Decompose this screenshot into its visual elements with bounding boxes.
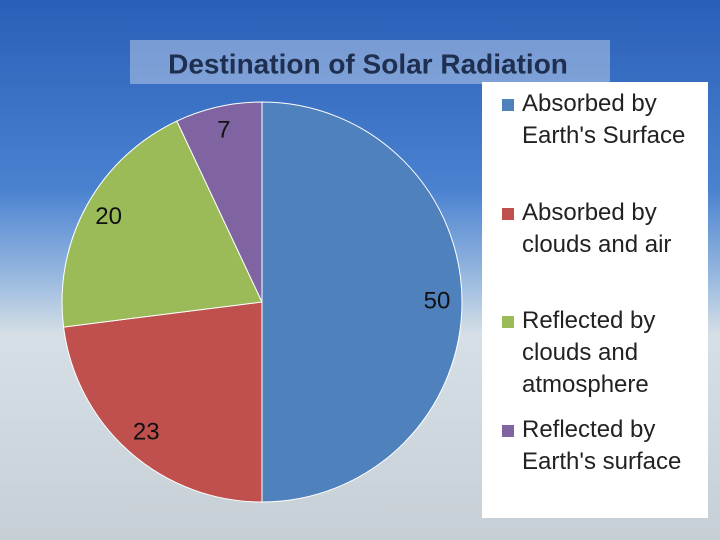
data-label: 7 bbox=[217, 117, 230, 144]
pie-slice bbox=[63, 301, 263, 503]
legend-label: Absorbed by clouds and air bbox=[522, 199, 672, 258]
data-label: 20 bbox=[95, 203, 122, 230]
legend-area bbox=[482, 82, 708, 518]
legend-label: Reflected by Earth's surface bbox=[522, 416, 682, 475]
pie-slice bbox=[176, 101, 263, 303]
data-label: 50 bbox=[424, 287, 451, 314]
pie-slice bbox=[261, 101, 463, 503]
chart-title: Destination of Solar Radiation bbox=[168, 48, 568, 79]
legend-label: Reflected by clouds and atmosphere bbox=[522, 307, 656, 398]
legend-swatch bbox=[502, 208, 514, 220]
legend-label: Absorbed by Earth's Surface bbox=[522, 90, 686, 149]
title-area bbox=[130, 40, 610, 84]
pie-slice bbox=[61, 120, 263, 328]
legend-swatch bbox=[502, 99, 514, 111]
legend-swatch bbox=[502, 316, 514, 328]
data-label: 23 bbox=[133, 419, 160, 446]
legend-swatch bbox=[502, 425, 514, 437]
